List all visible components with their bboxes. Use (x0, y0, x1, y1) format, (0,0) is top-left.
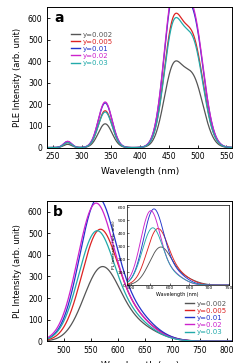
Text: a: a (55, 12, 64, 25)
Y-axis label: PLE Intensity (arb. unit): PLE Intensity (arb. unit) (13, 28, 22, 127)
Legend: y=0.002, y=0.005, y=0.01, y=0.02, y=0.03: y=0.002, y=0.005, y=0.01, y=0.02, y=0.03 (69, 30, 114, 67)
X-axis label: Wavelength (nm): Wavelength (nm) (101, 360, 179, 363)
Text: b: b (53, 205, 63, 219)
Y-axis label: PL Intensity (arb. unit): PL Intensity (arb. unit) (13, 224, 22, 318)
Legend: y=0.002, y=0.005, y=0.01, y=0.02, y=0.03: y=0.002, y=0.005, y=0.01, y=0.02, y=0.03 (184, 299, 229, 337)
X-axis label: Wavelength (nm): Wavelength (nm) (101, 167, 179, 176)
